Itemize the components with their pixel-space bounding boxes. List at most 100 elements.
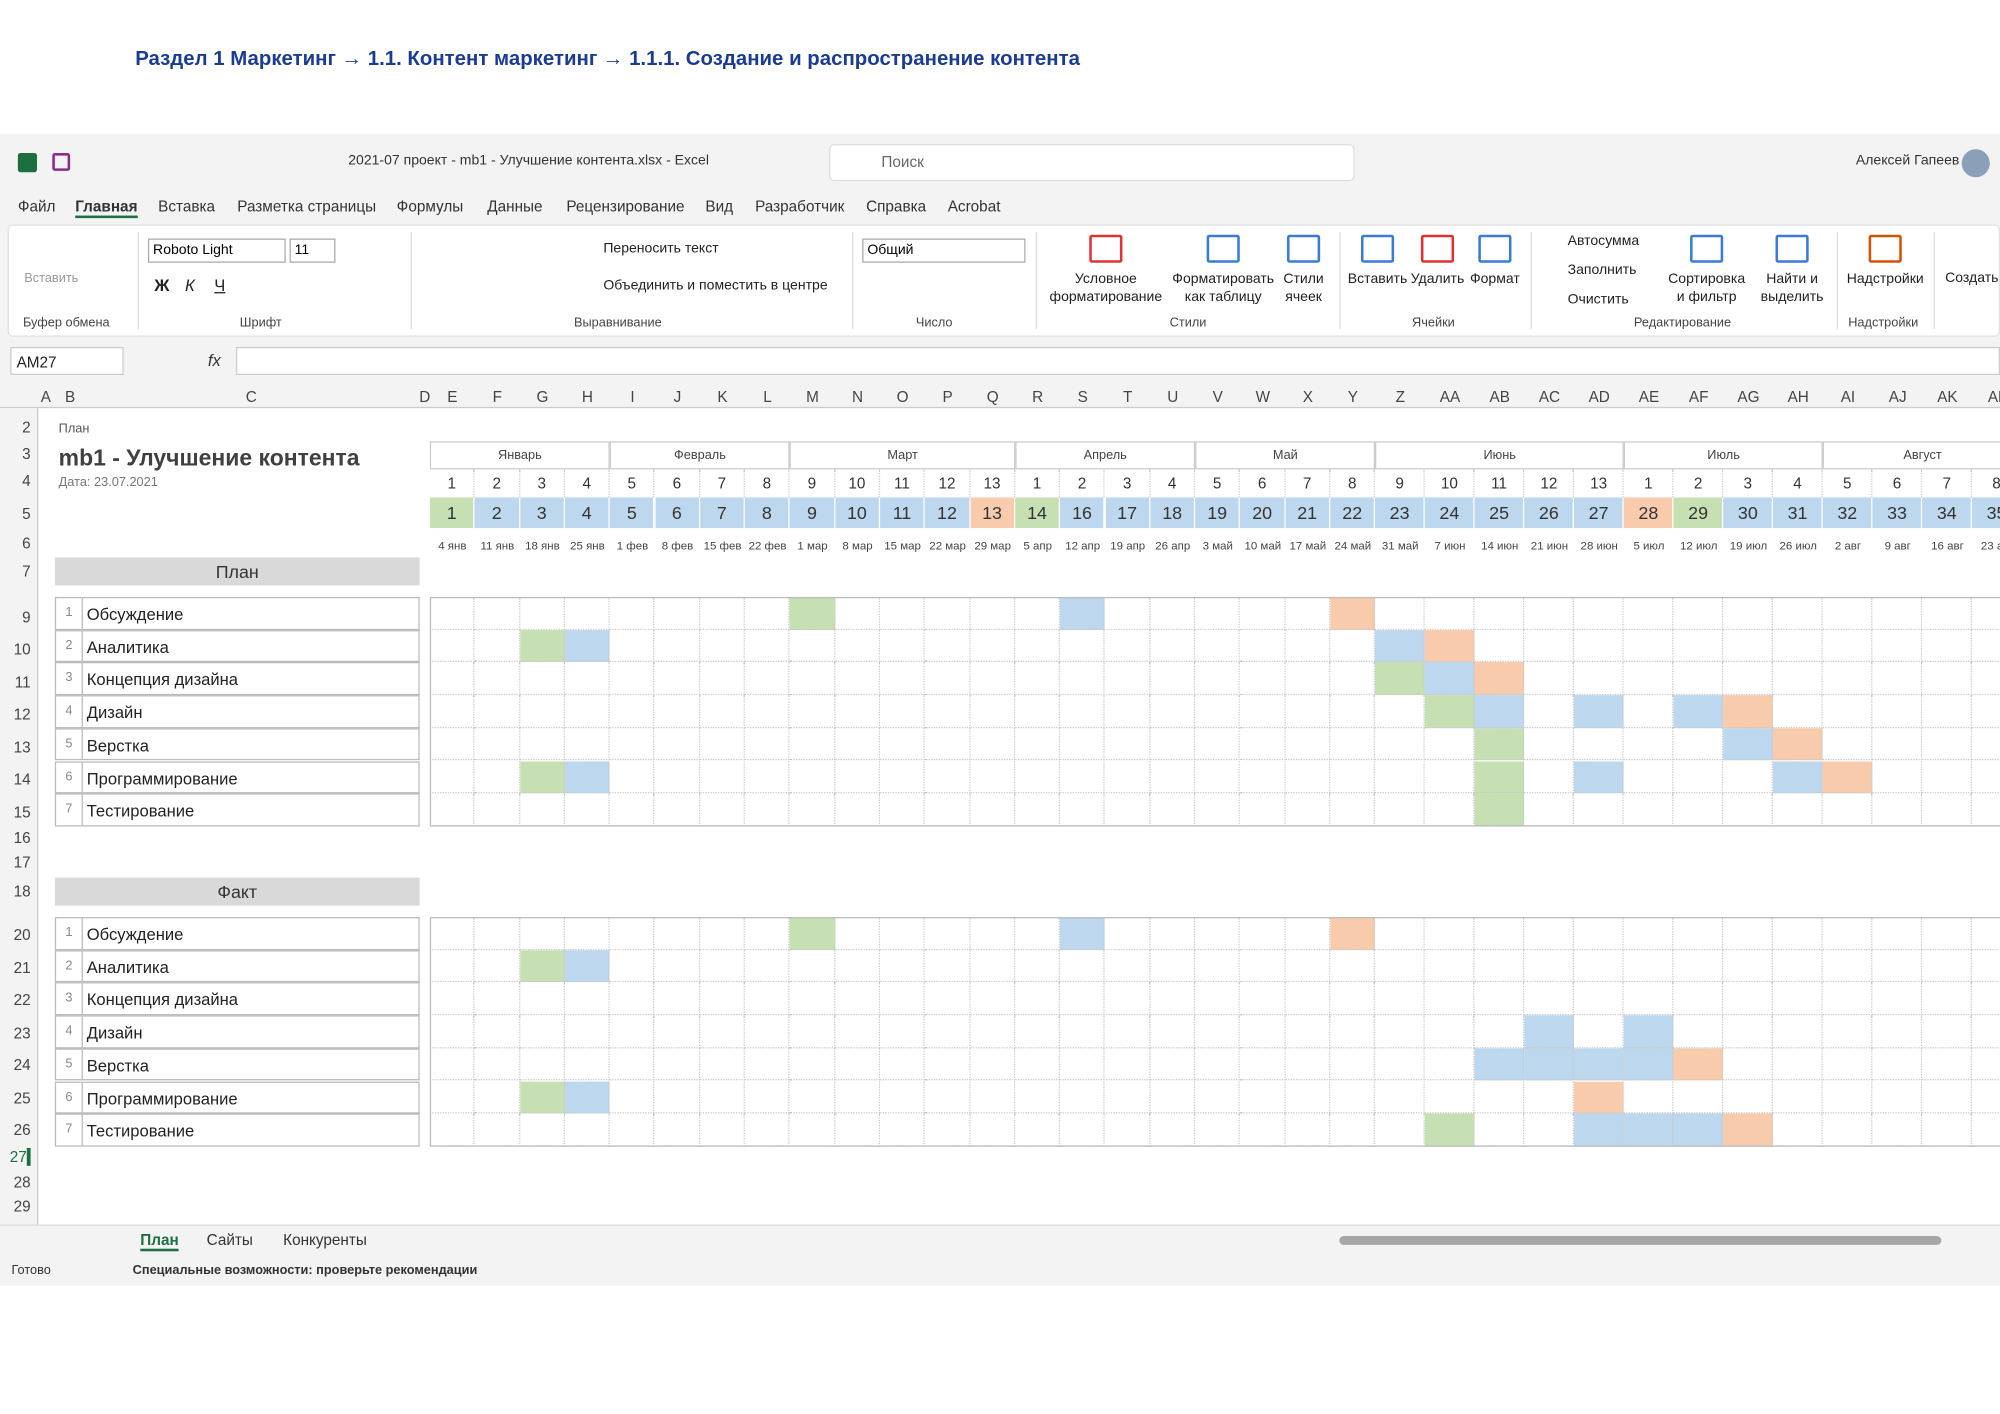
gantt-cell[interactable] — [1375, 917, 1426, 950]
gantt-cell[interactable] — [1474, 1080, 1525, 1114]
gantt-cell[interactable] — [1474, 917, 1525, 950]
gantt-cell[interactable] — [745, 695, 791, 729]
gantt-cell[interactable] — [835, 1048, 881, 1081]
gantt-cell[interactable] — [1240, 1048, 1286, 1081]
menu-tab[interactable]: Справка — [866, 197, 927, 216]
gantt-cell[interactable] — [880, 949, 926, 983]
gantt-cell[interactable] — [1195, 793, 1241, 827]
gantt-cell[interactable] — [654, 1048, 700, 1081]
gantt-cell[interactable] — [925, 596, 971, 630]
gantt-cell[interactable] — [1015, 1015, 1061, 1049]
gantt-cell[interactable] — [1723, 917, 1774, 950]
ribbon-item[interactable]: Заполнить — [1567, 262, 1637, 279]
gantt-cell[interactable] — [1823, 695, 1873, 729]
gantt-cell[interactable] — [1150, 1015, 1196, 1049]
column-header[interactable]: Y — [1347, 387, 1358, 406]
row-number[interactable]: 15 — [13, 803, 31, 822]
gantt-cell[interactable] — [1150, 1048, 1196, 1081]
gantt-cell[interactable] — [1060, 1048, 1106, 1081]
gantt-cell[interactable] — [1375, 596, 1426, 630]
gantt-cell[interactable] — [564, 1048, 610, 1081]
gantt-cell[interactable] — [925, 982, 971, 1016]
gantt-cell[interactable] — [564, 917, 610, 950]
gantt-cell[interactable] — [474, 662, 520, 696]
gantt-cell[interactable] — [564, 982, 610, 1016]
column-header[interactable]: T — [1123, 387, 1133, 406]
gantt-cell[interactable] — [1723, 760, 1774, 794]
gantt-cell[interactable] — [1773, 695, 1824, 729]
menu-tab[interactable]: Файл — [17, 197, 56, 216]
gantt-cell[interactable] — [1773, 662, 1824, 696]
gantt-cell[interactable] — [1524, 728, 1575, 761]
gantt-cell[interactable] — [1330, 662, 1376, 696]
font-size-box[interactable]: 11 — [289, 238, 336, 263]
gantt-cell[interactable] — [564, 662, 610, 696]
formula-input[interactable] — [235, 346, 2000, 375]
gantt-cell[interactable] — [1673, 982, 1724, 1016]
gantt-cell[interactable] — [1474, 596, 1525, 630]
gantt-cell[interactable] — [519, 793, 565, 827]
gantt-cell[interactable] — [1723, 1048, 1774, 1081]
column-header[interactable]: AI — [1840, 387, 1856, 406]
row-number[interactable]: 16 — [13, 829, 31, 847]
gantt-cell[interactable] — [1872, 1080, 1923, 1114]
gantt-cell[interactable] — [1240, 1080, 1286, 1114]
gantt-cell[interactable] — [1150, 629, 1196, 663]
gantt-cell[interactable] — [1524, 1048, 1575, 1081]
ribbon-item[interactable]: Очистить — [1567, 292, 1629, 308]
column-header[interactable]: H — [581, 387, 593, 406]
gantt-cell[interactable] — [699, 596, 746, 630]
gantt-cell[interactable] — [474, 760, 520, 794]
gantt-cell[interactable] — [1330, 760, 1376, 794]
column-header[interactable]: W — [1255, 387, 1271, 406]
gantt-cell[interactable] — [1285, 1080, 1331, 1114]
gantt-cell[interactable] — [699, 1015, 746, 1049]
column-header[interactable]: P — [942, 387, 953, 406]
gantt-cell[interactable] — [1150, 662, 1196, 696]
fx[interactable]: fx — [207, 350, 221, 370]
gantt-cell[interactable] — [1972, 982, 2000, 1016]
gantt-cell[interactable] — [1624, 1015, 1674, 1049]
gantt-cell[interactable] — [835, 662, 881, 696]
gantt-cell[interactable] — [1240, 728, 1286, 761]
gantt-cell[interactable] — [1773, 728, 1824, 761]
gantt-cell[interactable] — [745, 596, 791, 630]
gantt-cell[interactable] — [1060, 596, 1106, 630]
gantt-cell[interactable] — [835, 629, 881, 663]
gantt-cell[interactable] — [519, 662, 565, 696]
column-header[interactable]: AE — [1638, 387, 1660, 406]
gantt-cell[interactable] — [745, 1113, 791, 1147]
sheet-tab[interactable]: Конкуренты — [283, 1230, 367, 1249]
gantt-cell[interactable] — [1195, 596, 1241, 630]
gantt-cell[interactable] — [1240, 662, 1286, 696]
gantt-cell[interactable] — [745, 629, 791, 663]
gantt-cell[interactable] — [1673, 760, 1724, 794]
gantt-cell[interactable] — [1524, 760, 1575, 794]
gantt-cell[interactable] — [1922, 1113, 1973, 1147]
font-name-box[interactable]: Roboto Light — [147, 238, 286, 263]
gantt-cell[interactable] — [1474, 695, 1525, 729]
column-header[interactable]: R — [1032, 387, 1044, 406]
gantt-cell[interactable] — [1823, 982, 1873, 1016]
row-number[interactable]: 2 — [22, 418, 31, 437]
gantt-cell[interactable] — [1872, 695, 1923, 729]
gantt-cell[interactable] — [790, 1015, 836, 1049]
gantt-cell[interactable] — [1474, 728, 1525, 761]
gantt-cell[interactable] — [1015, 662, 1061, 696]
gantt-cell[interactable] — [1773, 1048, 1824, 1081]
gantt-cell[interactable] — [609, 760, 655, 794]
row-number[interactable]: 23 — [13, 1024, 31, 1043]
gantt-cell[interactable] — [609, 982, 655, 1016]
row-number[interactable]: 9 — [22, 608, 31, 627]
gantt-cell[interactable] — [1773, 629, 1824, 663]
gantt-cell[interactable] — [1195, 695, 1241, 729]
gantt-cell[interactable] — [1105, 1015, 1151, 1049]
gantt-cell[interactable] — [880, 1080, 926, 1114]
gantt-cell[interactable] — [880, 793, 926, 827]
gantt-cell[interactable] — [1922, 982, 1973, 1016]
gantt-cell[interactable] — [835, 949, 881, 983]
gantt-cell[interactable] — [654, 596, 700, 630]
gantt-cell[interactable] — [1240, 760, 1286, 794]
gantt-cell[interactable] — [790, 728, 836, 761]
gantt-cell[interactable] — [1624, 596, 1674, 630]
